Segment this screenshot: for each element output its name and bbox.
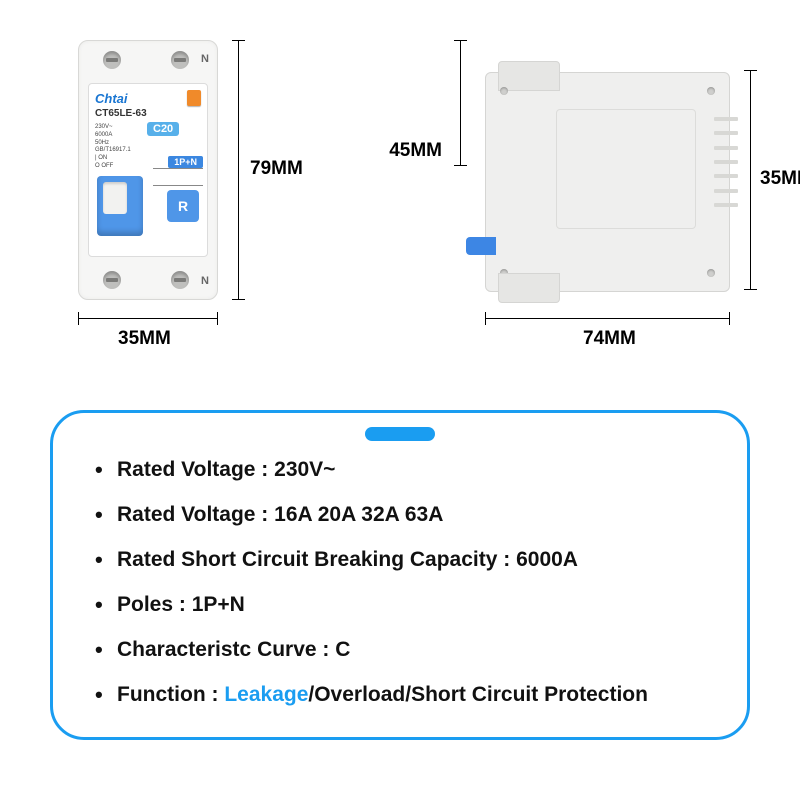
spec-item: Rated Voltage : 16A 20A 32A 63A <box>95 504 705 525</box>
dim-label: 35MM <box>118 328 171 350</box>
n-mark-bottom: N <box>201 275 209 287</box>
spec-value: 16A 20A 32A 63A <box>274 503 443 526</box>
model-label: CT65LE-63 <box>95 108 147 119</box>
spec-label: Rated Voltage <box>117 458 255 481</box>
toggle-switch <box>97 176 143 236</box>
spec-label: Poles <box>117 593 173 616</box>
spec-value-highlight: Leakage <box>224 683 308 706</box>
mini-specs: 230V~ 6000A 50Hz GB/T16917.1 | ON O OFF <box>95 124 139 171</box>
spec-value: C <box>335 638 350 661</box>
spec-label: Rated Short Circuit Breaking Capacity <box>117 548 497 571</box>
brand-label: Chtai <box>95 91 128 106</box>
breaker-face: Chtai CT65LE-63 C20 230V~ 6000A 50Hz GB/… <box>88 83 208 257</box>
spec-item: Poles : 1P+N <box>95 594 705 615</box>
side-outline <box>556 109 696 229</box>
spec-list: Rated Voltage : 230V~ Rated Voltage : 16… <box>95 459 705 705</box>
spec-item: Rated Voltage : 230V~ <box>95 459 705 480</box>
breaker-side-view <box>485 72 730 292</box>
n-mark-top: N <box>201 53 209 65</box>
card-notch-icon <box>365 427 435 441</box>
spec-item: Function : Leakage/Overload/Short Circui… <box>95 684 705 705</box>
reset-block: R <box>167 190 199 222</box>
dim-label: 45MM <box>389 140 442 162</box>
mini-spec-line: | ON <box>95 155 139 163</box>
dim-label: 79MM <box>250 158 303 180</box>
breaker-front-view: N N Chtai CT65LE-63 C20 230V~ 6000A 50Hz… <box>78 40 218 300</box>
terminal-top-left <box>103 51 121 69</box>
spec-item: Characteristc Curve : C <box>95 639 705 660</box>
spec-label: Characteristc Curve <box>117 638 317 661</box>
mount-hole-icon <box>707 87 715 95</box>
spec-item: Rated Short Circuit Breaking Capacity : … <box>95 549 705 570</box>
vent-slots-icon <box>714 117 738 207</box>
mini-spec-line: O OFF <box>95 163 139 171</box>
mount-hole-icon <box>500 87 508 95</box>
dim-label: 35MM <box>760 168 800 190</box>
mount-hole-icon <box>500 269 508 277</box>
mini-spec-line: 50Hz <box>95 140 139 148</box>
spec-label: Function <box>117 683 206 706</box>
spec-card: Rated Voltage : 230V~ Rated Voltage : 16… <box>50 410 750 740</box>
rating-pill: C20 <box>147 122 179 136</box>
mount-hole-icon <box>707 269 715 277</box>
mini-spec-line: 6000A <box>95 132 139 140</box>
pn-strip: 1P+N <box>168 156 203 168</box>
dim-label: 74MM <box>583 328 636 350</box>
din-rail-catch <box>466 237 496 255</box>
spec-value-rest: /Overload/Short Circuit Protection <box>308 683 648 706</box>
spec-value: 6000A <box>516 548 578 571</box>
terminal-bottom-right <box>171 271 189 289</box>
schematic-icon <box>153 168 203 186</box>
test-button <box>187 90 201 106</box>
spec-label: Rated Voltage <box>117 503 255 526</box>
spec-value: 230V~ <box>274 458 335 481</box>
mini-spec-line: GB/T16917.1 <box>95 147 139 155</box>
dimension-diagram-area: N N Chtai CT65LE-63 C20 230V~ 6000A 50Hz… <box>40 30 760 370</box>
mini-spec-line: 230V~ <box>95 124 139 132</box>
terminal-bottom-left <box>103 271 121 289</box>
spec-value: 1P+N <box>192 593 245 616</box>
terminal-top-right <box>171 51 189 69</box>
